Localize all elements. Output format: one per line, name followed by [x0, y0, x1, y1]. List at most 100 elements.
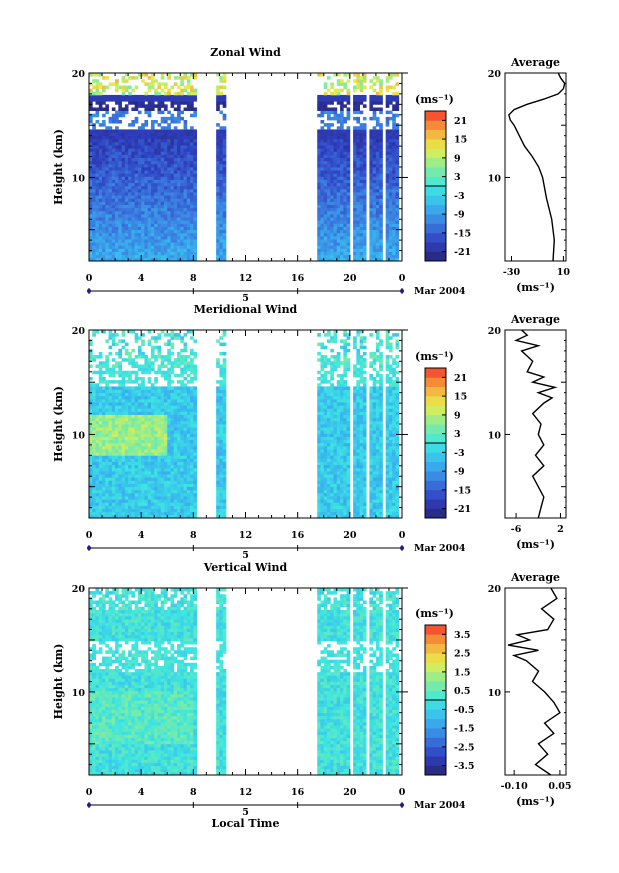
heatmap-cell — [333, 94, 338, 99]
heatmap-cell — [222, 223, 227, 227]
heatmap-cell — [147, 452, 152, 456]
heatmap-cell — [190, 364, 194, 368]
heatmap-cell — [379, 82, 383, 86]
heatmap-cell — [105, 458, 109, 462]
heatmap-cell — [343, 201, 347, 205]
heatmap-cell — [336, 98, 341, 102]
heatmap-cell — [160, 132, 165, 137]
heatmap-cell — [180, 132, 184, 137]
heatmap-cell — [388, 179, 393, 184]
heatmap-cell — [131, 214, 136, 218]
heatmap-cell — [137, 188, 142, 193]
heatmap-cell — [219, 192, 224, 196]
heatmap-cell — [170, 195, 175, 199]
heatmap-cell — [186, 154, 191, 158]
heatmap-cell — [183, 442, 188, 447]
heatmap-cell — [121, 201, 126, 205]
heatmap-cell — [102, 464, 106, 469]
heatmap-cell — [340, 163, 344, 168]
heatmap-cell — [186, 145, 191, 149]
heatmap-cell — [128, 207, 132, 212]
heatmap-cell — [343, 116, 347, 121]
heatmap-cell — [144, 229, 149, 234]
heatmap-cell — [111, 120, 116, 124]
heatmap-cell — [137, 173, 142, 177]
heatmap-cell — [177, 351, 181, 356]
heatmap-cell — [128, 386, 132, 390]
heatmap-cell — [167, 235, 171, 240]
heatmap-cell — [131, 192, 136, 196]
heatmap-cell — [186, 502, 191, 506]
heatmap-cell — [180, 461, 184, 466]
heatmap-cell — [177, 430, 181, 434]
heatmap-cell — [144, 195, 149, 199]
heatmap-cell — [89, 116, 93, 121]
heatmap-cell — [222, 201, 227, 205]
heatmap-cell — [183, 402, 188, 406]
heatmap-cell — [395, 220, 400, 224]
heatmap-cell — [98, 91, 103, 96]
heatmap-cell — [118, 452, 122, 456]
heatmap-cell — [183, 370, 188, 375]
heatmap-cell — [190, 505, 194, 509]
heatmap-cell — [317, 138, 321, 143]
heatmap-cell — [392, 94, 396, 99]
heatmap-cell — [385, 204, 390, 209]
heatmap-cell — [118, 496, 122, 500]
heatmap-cell — [92, 239, 96, 243]
heatmap-cell — [167, 380, 171, 384]
heatmap-cell — [392, 167, 396, 171]
heatmap-cell — [108, 480, 113, 484]
heatmap-cell — [128, 380, 132, 384]
heatmap-cell — [177, 499, 181, 503]
heatmap-cell — [193, 185, 197, 190]
heatmap-cell — [317, 254, 321, 259]
heatmap-cell — [154, 439, 158, 444]
heatmap-cell — [388, 85, 393, 90]
heatmap-cell — [137, 198, 142, 202]
heatmap-cell — [115, 398, 119, 403]
heatmap-cell — [108, 126, 113, 130]
heatmap-cell — [121, 411, 126, 415]
heatmap-cell — [121, 477, 126, 481]
heatmap-cell — [183, 239, 188, 243]
heatmap-cell — [92, 204, 96, 209]
heatmap-cell — [177, 129, 181, 133]
heatmap-cell — [157, 254, 162, 259]
heatmap-cell — [131, 398, 136, 403]
heatmap-cell — [173, 120, 178, 124]
heatmap-cell — [115, 204, 119, 209]
heatmap-cell — [327, 76, 331, 80]
heatmap-cell — [163, 395, 168, 400]
heatmap-cell — [216, 458, 220, 462]
heatmap-cell — [173, 170, 178, 174]
heatmap-cell — [392, 192, 396, 196]
x-tick-label: 0 — [86, 273, 93, 284]
heatmap-cell — [128, 210, 132, 215]
heatmap-cell — [190, 207, 194, 212]
heatmap-cell — [102, 424, 106, 428]
heatmap-cell — [160, 101, 165, 105]
heatmap-cell — [180, 163, 184, 168]
heatmap-cell — [359, 182, 364, 187]
heatmap-cell — [105, 220, 109, 224]
heatmap-cell — [346, 182, 351, 187]
heatmap-cell — [190, 502, 194, 506]
heatmap-cell — [177, 245, 181, 249]
heatmap-cell — [124, 508, 129, 513]
heatmap-cell — [177, 226, 181, 231]
colorbar-band — [425, 242, 446, 252]
heatmap-cell — [395, 138, 400, 143]
heatmap-cell — [115, 411, 119, 415]
heatmap-cell — [105, 214, 109, 218]
heatmap-cell — [216, 182, 220, 187]
heatmap-cell — [222, 98, 227, 102]
heatmap-cell — [102, 461, 106, 466]
heatmap-cell — [167, 395, 171, 400]
heatmap-cell — [92, 424, 96, 428]
heatmap-cell — [92, 452, 96, 456]
heatmap-cell — [111, 207, 116, 212]
heatmap-cell — [131, 182, 136, 187]
heatmap-cell — [118, 414, 122, 419]
heatmap-cell — [111, 82, 116, 86]
